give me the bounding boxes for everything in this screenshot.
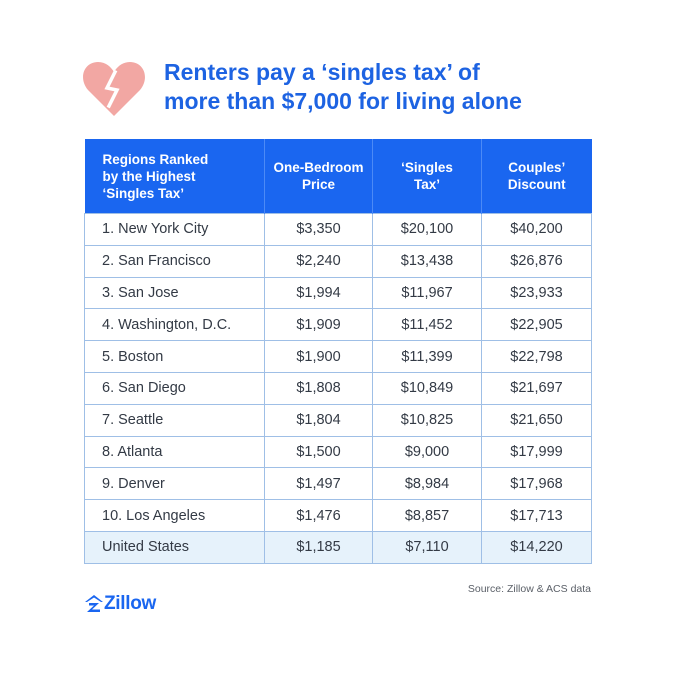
table-row: 7. Seattle $1,804 $10,825 $21,650 [84,403,592,437]
value-cell: $1,804 [264,403,373,437]
region-cell: 9. Denver [84,467,265,501]
table-row: 10. Los Angeles $1,476 $8,857 $17,713 [84,499,592,532]
column-header-3: Couples’ Discount [481,139,592,214]
table-row: 3. San Jose $1,994 $11,967 $23,933 [84,276,592,310]
column-header-0: Regions Ranked by the Highest ‘Singles Tax… [84,139,265,214]
value-cell: $1,900 [264,340,373,373]
broken-heart-icon [83,62,145,116]
table-row: 4. Washington, D.C. $1,909 $11,452 $22,905 [84,308,592,342]
table-row: 6. San Diego $1,808 $10,849 $21,697 [84,371,592,405]
value-cell: $21,650 [481,403,592,437]
value-cell: $21,697 [481,371,592,405]
value-cell: $7,110 [372,530,482,564]
column-header-line: Regions Ranked [102,151,209,167]
region-cell: United States [84,530,265,564]
value-cell: $10,825 [372,403,482,437]
value-cell: $23,933 [481,276,592,310]
region-cell: 3. San Jose [84,276,265,310]
value-cell: $1,476 [264,499,373,532]
value-cell: $1,909 [264,308,373,342]
page-title: Renters pay a ‘singles tax’ of more than… [164,58,604,116]
value-cell: $9,000 [372,435,482,469]
region-cell: 6. San Diego [84,371,265,405]
table-body: 1. New York City $3,350 $20,100 $40,200 2. S… [84,213,592,564]
value-cell: $13,438 [372,244,482,278]
column-header-line: ‘Singles [401,160,453,175]
value-cell: $1,185 [264,530,373,564]
column-header-line: ‘Singles Tax’ [102,185,185,201]
value-cell: $26,876 [481,244,592,278]
column-header-1: One-Bedroom Price [264,139,373,214]
table-header-row: Regions Ranked by the Highest ‘Singles Tax… [84,139,592,214]
value-cell: $8,857 [372,499,482,532]
title-line-2: more than $7,000 for living alone [164,88,522,114]
value-cell: $14,220 [481,530,592,564]
table-row: 8. Atlanta $1,500 $9,000 $17,999 [84,435,592,469]
column-header-line: Price [301,177,336,192]
singles-tax-table: Regions Ranked by the Highest ‘Singles Tax… [84,139,592,564]
value-cell: $20,100 [372,213,482,246]
zillow-logo-icon [85,595,103,612]
value-cell: $1,500 [264,435,373,469]
column-header-line: Tax’ [413,177,440,192]
region-cell: 2. San Francisco [84,244,265,278]
table-row: 9. Denver $1,497 $8,984 $17,968 [84,467,592,501]
value-cell: $2,240 [264,244,373,278]
value-cell: $1,808 [264,371,373,405]
value-cell: $40,200 [481,213,592,246]
header: Renters pay a ‘singles tax’ of more than… [82,58,602,122]
column-header-line: by the Highest [102,168,196,184]
value-cell: $1,994 [264,276,373,310]
region-cell: 10. Los Angeles [84,499,265,532]
title-line-1: Renters pay a ‘singles tax’ of [164,59,480,85]
region-cell: 5. Boston [84,340,265,373]
column-header-line: Discount [507,177,566,192]
value-cell: $1,497 [264,467,373,501]
total-row: United States $1,185 $7,110 $14,220 [84,530,592,564]
source-note: Source: Zillow & ACS data [467,583,591,595]
value-cell: $17,968 [481,467,592,501]
value-cell: $17,999 [481,435,592,469]
table-row: 2. San Francisco $2,240 $13,438 $26,876 [84,244,592,278]
column-header-line: One-Bedroom [273,160,364,175]
value-cell: $17,713 [481,499,592,532]
column-header-line: Couples’ [508,160,566,175]
value-cell: $10,849 [372,371,482,405]
value-cell: $22,905 [481,308,592,342]
value-cell: $3,350 [264,213,373,246]
value-cell: $11,399 [372,340,482,373]
region-cell: 7. Seattle [84,403,265,437]
table-row: 1. New York City $3,350 $20,100 $40,200 [84,213,592,246]
value-cell: $11,452 [372,308,482,342]
value-cell: $8,984 [372,467,482,501]
table-row: 5. Boston $1,900 $11,399 $22,798 [84,340,592,373]
column-header-2: ‘Singles Tax’ [372,139,482,214]
region-cell: 1. New York City [84,213,265,246]
value-cell: $22,798 [481,340,592,373]
region-cell: 4. Washington, D.C. [84,308,265,342]
region-cell: 8. Atlanta [84,435,265,469]
logo-text: Zillow [104,593,157,614]
value-cell: $11,967 [372,276,482,310]
